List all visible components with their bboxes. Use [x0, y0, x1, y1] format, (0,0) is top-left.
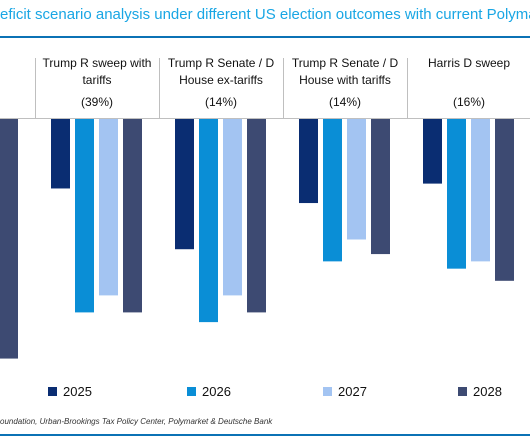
category-label: tariffs [82, 73, 111, 87]
legend-swatch-2025 [48, 387, 57, 396]
source-rule [0, 434, 530, 436]
bar-2028 [0, 118, 18, 359]
bar-2026 [199, 118, 218, 323]
bar-2028 [495, 118, 514, 281]
chart-title: eficit scenario analysis under different… [0, 6, 530, 23]
probability-label: (16%) [453, 95, 485, 109]
source-note: oundation, Urban-Brookings Tax Policy Ce… [0, 417, 273, 426]
bar-2026 [323, 118, 342, 262]
bar-2027 [223, 118, 242, 296]
category-label: Trump R sweep with [43, 56, 152, 70]
bar-2025 [423, 118, 442, 184]
bar-2028 [247, 118, 266, 313]
title-rule [0, 36, 530, 38]
bar-2025 [299, 118, 318, 204]
bar-2028 [371, 118, 390, 255]
bar-chart: o ex-Trump R sweep withtariffs(39%)Trump… [0, 38, 530, 399]
category-label: Trump R Senate / D [168, 56, 275, 70]
category-label: Trump R Senate / D [292, 56, 399, 70]
legend-label-2027: 2027 [338, 384, 367, 399]
legend-label-2026: 2026 [202, 384, 231, 399]
bar-2026 [447, 118, 466, 269]
legend-swatch-2028 [458, 387, 467, 396]
bar-2025 [51, 118, 70, 189]
bar-2026 [75, 118, 94, 313]
category-label: Harris D sweep [428, 56, 510, 70]
category-label: House ex-tariffs [179, 73, 263, 87]
legend-label-2028: 2028 [473, 384, 502, 399]
bar-2025 [175, 118, 194, 250]
bar-2027 [347, 118, 366, 240]
probability-label: (14%) [329, 95, 361, 109]
category-label: House with tariffs [299, 73, 391, 87]
legend-swatch-2027 [323, 387, 332, 396]
probability-label: (39%) [81, 95, 113, 109]
bar-2027 [471, 118, 490, 262]
probability-label: (14%) [205, 95, 237, 109]
legend-swatch-2026 [187, 387, 196, 396]
bar-2027 [99, 118, 118, 296]
bar-2028 [123, 118, 142, 313]
header-band [0, 38, 530, 118]
legend-label-2025: 2025 [63, 384, 92, 399]
